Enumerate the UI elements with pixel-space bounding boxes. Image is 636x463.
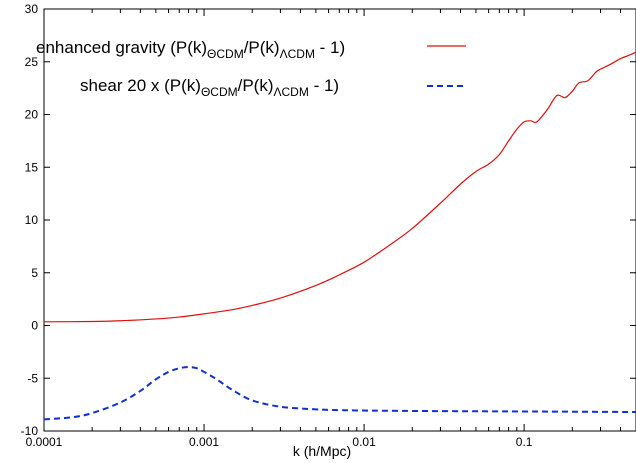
legend: enhanced gravity (P(k)ΘCDM/P(k)ΛCDM - 1)… [36,38,466,99]
legend-item-enhanced-gravity: enhanced gravity (P(k)ΘCDM/P(k)ΛCDM - 1) [36,38,466,61]
y-tick-label: -5 [27,371,38,385]
legend-text-prefix: shear 20 x (P(k) [80,76,201,95]
series-line-shear [43,366,636,421]
y-tick-label: 5 [31,266,38,280]
x-axis-title: k (h/Mpc) [293,443,351,459]
legend-text-mid: /P(k) [238,76,274,95]
legend-text-prefix: enhanced gravity (P(k) [36,38,207,57]
y-tick-label: 25 [25,55,39,69]
plot-frame [43,8,636,432]
series-line-enhanced-gravity [43,51,636,323]
legend-text-sub1: ΘCDM [207,47,244,61]
legend-item-shear: shear 20 x (P(k)ΘCDM/P(k)ΛCDM - 1) [80,76,466,99]
x-tick-label: 0.01 [352,435,376,449]
legend-text-suffix: - 1) [309,76,339,95]
legend-text-sub2: ΛCDM [280,47,315,61]
y-tick-label: 30 [25,2,39,16]
y-tick-label: 0 [31,319,38,333]
svg-text:enhanced gravity (P(k)ΘCDM/P(k: enhanced gravity (P(k)ΘCDM/P(k)ΛCDM - 1) [36,38,345,61]
legend-text-sub2: ΛCDM [274,85,309,99]
legend-text-mid: /P(k) [244,38,280,57]
svg-text:shear 20 x (P(k)ΘCDM/P(k)ΛCDM: shear 20 x (P(k)ΘCDM/P(k)ΛCDM - 1) [80,76,339,99]
y-tick-label: 20 [25,108,39,122]
tick-marks [43,8,636,432]
series-lines [43,51,636,421]
x-tick-label: 0.1 [516,435,533,449]
tick-labels: -10 -5 0 5 10 15 20 25 30 0.0001 0.001 0.01 0.1 [21,2,533,449]
legend-text-sub1: ΘCDM [201,85,238,99]
x-tick-label: 0.001 [189,435,219,449]
y-tick-label: 10 [25,213,39,227]
y-tick-label: -10 [21,424,39,438]
x-tick-label: 0.0001 [26,435,63,449]
legend-text-suffix: - 1) [315,38,345,57]
y-tick-label: 15 [25,160,39,174]
